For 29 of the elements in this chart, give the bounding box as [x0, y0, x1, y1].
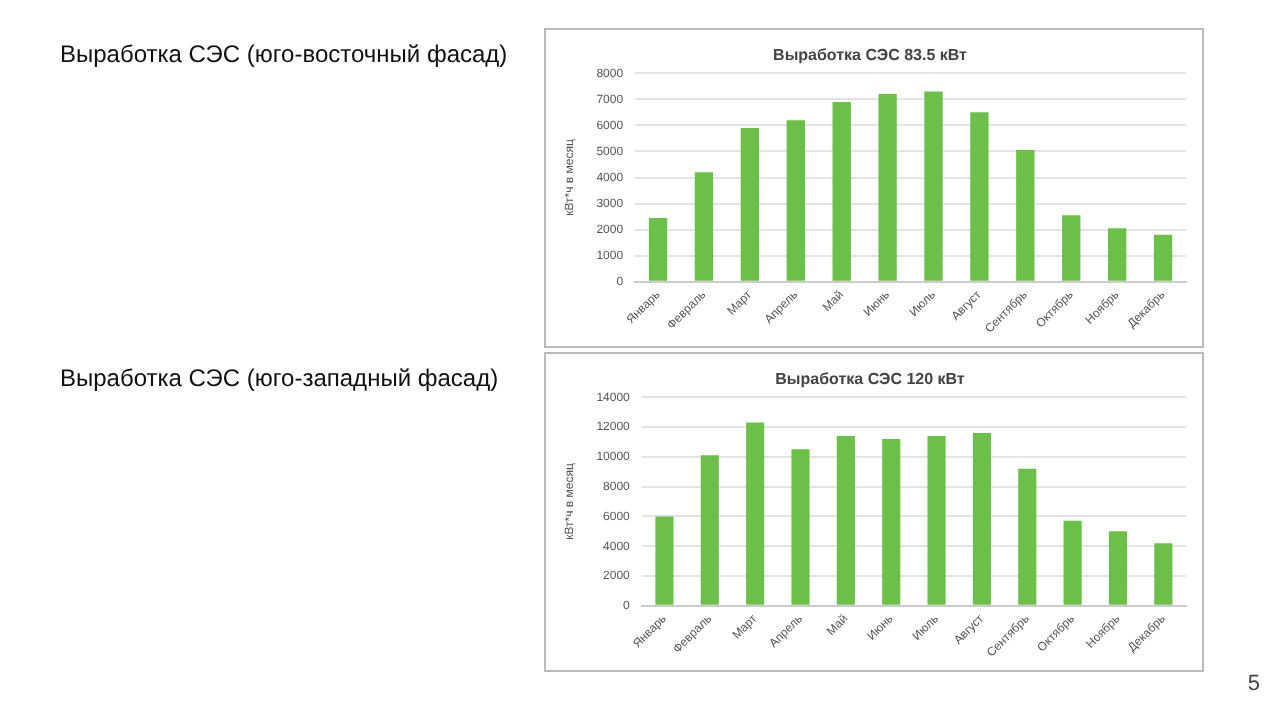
bar	[970, 112, 989, 281]
bar	[740, 127, 760, 281]
bar	[700, 455, 719, 605]
text: Выработка СЭС (юго-западный фасад)	[60, 364, 499, 392]
bar	[972, 432, 991, 605]
bar	[655, 516, 674, 605]
bar	[878, 94, 897, 281]
text: Выработка СЭС (юго-восточный фасад)	[60, 40, 508, 68]
bar	[1018, 468, 1037, 605]
bar	[1108, 531, 1128, 605]
bar	[836, 435, 855, 605]
bar	[694, 172, 714, 281]
bar	[791, 449, 810, 605]
bar	[786, 120, 805, 281]
bar	[1107, 228, 1127, 281]
bar	[832, 101, 851, 281]
bar	[882, 438, 901, 605]
bar	[1016, 150, 1035, 281]
bar	[1154, 543, 1173, 605]
bar	[648, 217, 668, 281]
chart-title: Выработка СЭС 83.5 кВт	[773, 46, 968, 65]
bar	[746, 422, 765, 605]
bar	[924, 91, 943, 281]
bar	[1062, 215, 1081, 281]
text: 5	[1247, 672, 1260, 696]
bar	[1153, 234, 1173, 281]
bar	[927, 435, 946, 605]
bar	[1063, 520, 1082, 605]
chart-title: Выработка СЭС 120 кВт	[775, 370, 965, 389]
